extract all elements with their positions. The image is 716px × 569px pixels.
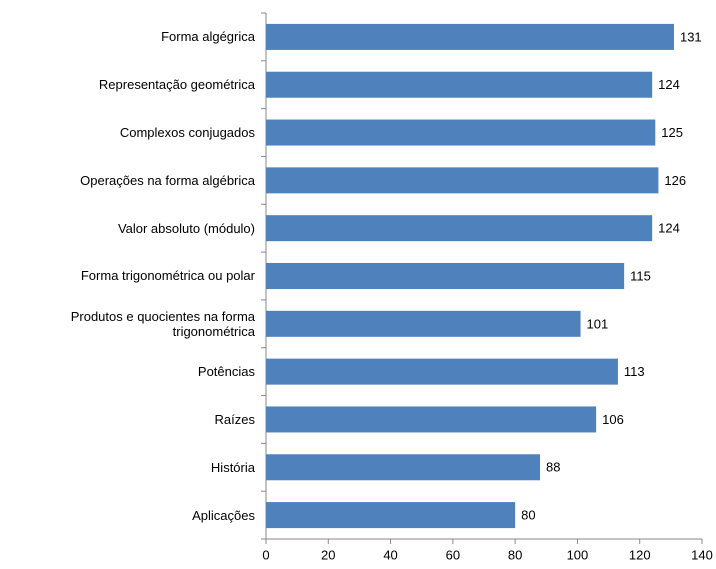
x-tick-label: 0 xyxy=(262,547,269,562)
bar xyxy=(266,119,656,146)
bar xyxy=(266,263,625,289)
value-label: 126 xyxy=(664,173,686,188)
x-tick-label: 80 xyxy=(508,547,522,562)
value-label: 124 xyxy=(658,77,680,92)
y-tick-label: Aplicações xyxy=(192,507,255,523)
x-tick-label: 60 xyxy=(446,547,460,562)
y-tick-label: Representação geométrica xyxy=(98,77,255,93)
bar xyxy=(266,23,674,50)
bar xyxy=(266,215,653,242)
x-tick-label: 140 xyxy=(691,547,713,562)
bar xyxy=(266,71,653,98)
y-tick-label: Potências xyxy=(197,364,255,380)
y-tick-label: História xyxy=(210,459,255,475)
bar xyxy=(266,406,597,433)
bar xyxy=(266,358,618,385)
y-tick-label: Raízes xyxy=(214,411,255,427)
y-tick-label: Forma algégrica xyxy=(161,29,255,45)
value-label: 125 xyxy=(661,125,683,140)
y-tick-label: Valor absoluto (módulo) xyxy=(117,220,255,236)
bar xyxy=(266,454,541,481)
x-tick-label: 100 xyxy=(567,547,589,562)
bar xyxy=(266,502,516,529)
x-tick-label: 120 xyxy=(629,547,651,562)
y-tick-label: Forma trigonométrica ou polar xyxy=(80,268,255,284)
value-label: 131 xyxy=(680,29,702,44)
value-label: 115 xyxy=(630,268,651,283)
bar xyxy=(266,167,659,194)
y-tick-label: Complexos conjugados xyxy=(119,125,255,141)
x-tick-label: 20 xyxy=(321,547,335,562)
x-tick-label: 40 xyxy=(383,547,397,562)
y-tick-label: Produtos e quocientes na forma trigonomé… xyxy=(70,308,255,339)
bar xyxy=(266,310,581,337)
value-label: 124 xyxy=(658,221,680,236)
value-label: 113 xyxy=(624,364,645,379)
value-label: 101 xyxy=(587,316,609,331)
value-label: 80 xyxy=(521,508,535,523)
y-tick-label: Operações na forma algébrica xyxy=(80,172,255,188)
value-label: 88 xyxy=(546,460,560,475)
value-label: 106 xyxy=(602,412,624,427)
